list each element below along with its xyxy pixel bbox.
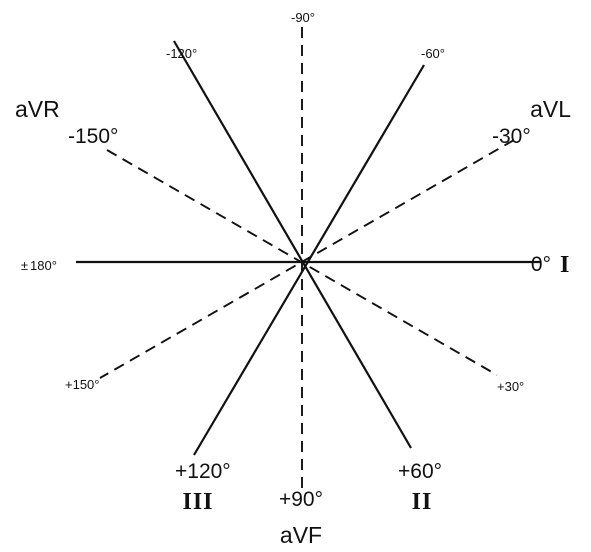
label-zero: 0° [531,253,551,276]
label-lead-avf: aVF [280,522,322,548]
label-plus-90: +90° [279,488,323,511]
label-plus-60: +60° [398,460,442,483]
label-lead-avr: aVR [15,96,60,122]
axis-lead-ii-60 [173,40,412,449]
label-lead-iii: III [182,489,213,515]
label-minus-120: -120° [166,46,197,61]
label-lead-i: I [560,252,570,278]
label-lead-avl: aVL [530,96,571,122]
label-180: 180° [30,258,57,273]
label-180-sign: ± [21,258,28,273]
label-plus-30: +30° [497,379,524,394]
label-minus-60: -60° [421,46,445,61]
label-minus-150: -150° [68,125,118,148]
label-minus-30: -30° [492,125,531,148]
label-plus-150: +150° [65,377,99,392]
axis-avl-150 [99,139,515,379]
label-lead-ii: II [412,489,433,515]
axis-lead-iii-120 [193,64,425,456]
label-plus-120: +120° [175,460,231,483]
label-minus-90: -90° [291,10,315,25]
